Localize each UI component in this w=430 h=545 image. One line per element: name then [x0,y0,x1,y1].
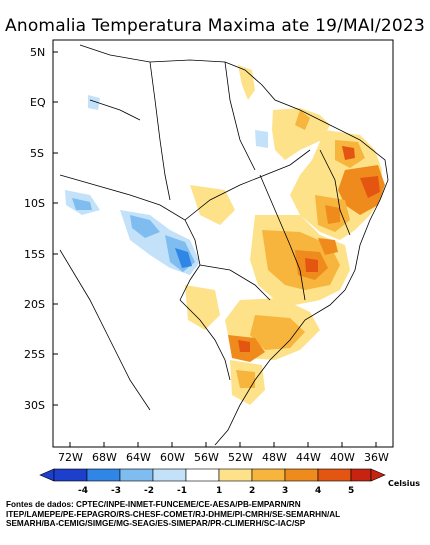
latitude-axis: 5N EQ 5S 10S 15S 20S 25S 30S [24,46,58,412]
boundaries [59,44,389,446]
lon-label-44w: 44W [296,451,321,464]
legend-tick-1: 1 [216,486,222,496]
lat-label-5s: 5S [30,147,44,160]
legend-tick-4: 4 [315,486,321,496]
color-legend: -4 -3 -2 -1 1 2 3 4 5 Celsius [39,468,420,496]
lat-label-10s: 10S [24,197,45,210]
legend-bin-1 [53,468,88,482]
lat-label-20s: 20S [24,298,45,311]
lat-label-5n: 5N [30,46,45,59]
legend-bin-9 [317,468,352,482]
lon-label-40w: 40W [330,451,355,464]
longitude-axis: 72W 68W 64W 60W 56W 52W 48W 44W 40W 36W [58,442,389,464]
legend-tick-5: 5 [348,486,354,496]
legend-tick-m3: -3 [111,486,121,496]
legend-tick-m4: -4 [78,486,88,496]
legend-arrow-right [370,468,386,482]
legend-bin-5 [185,468,220,482]
legend-arrow-left [39,468,55,482]
legend-tick-3: 3 [282,486,288,496]
legend-unit: Celsius [388,479,420,488]
anomaly-shading [65,65,385,405]
lon-label-52w: 52W [228,451,253,464]
data-sources: Fontes de dados: CPTEC/INPE-INMET-FUNCEM… [6,500,341,529]
legend-tick-m2: -2 [144,486,154,496]
lon-label-36w: 36W [364,451,389,464]
legend-bin-10 [350,468,372,482]
legend-bin-4 [152,468,187,482]
lon-label-64w: 64W [126,451,151,464]
legend-tick-2: 2 [249,486,255,496]
lon-label-56w: 56W [194,451,219,464]
lat-label-25s: 25S [24,348,45,361]
lon-label-48w: 48W [262,451,287,464]
lon-label-68w: 68W [92,451,117,464]
legend-bin-6 [218,468,253,482]
legend-bin-2 [86,468,121,482]
map-frame [52,39,394,448]
map-title: Anomalia Temperatura Maxima ate 19/MAI/2… [5,16,425,36]
lon-label-72w: 72W [58,451,83,464]
legend-bin-3 [119,468,154,482]
legend-tick-m1: -1 [177,486,187,496]
lon-label-60w: 60W [160,451,185,464]
lat-label-15s: 15S [24,248,45,261]
lat-label-30s: 30S [24,399,45,412]
legend-bin-7 [251,468,286,482]
lat-label-eq: EQ [30,96,46,109]
legend-bin-8 [284,468,319,482]
